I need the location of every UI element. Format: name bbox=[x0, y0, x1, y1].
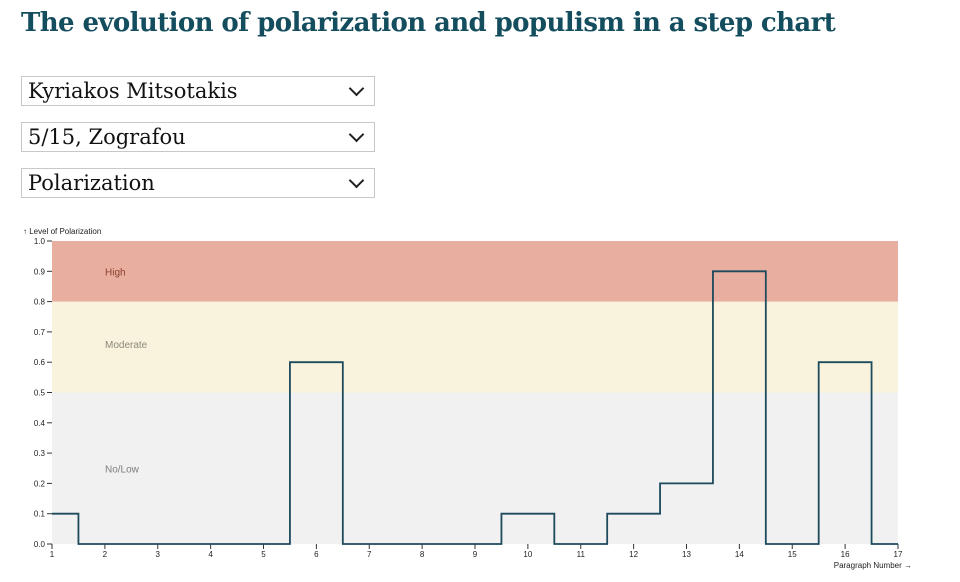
band-no-low bbox=[52, 392, 898, 544]
x-tick-label: 7 bbox=[367, 550, 372, 559]
y-tick-label: 0.6 bbox=[34, 358, 46, 367]
y-tick-label: 0.5 bbox=[34, 389, 46, 398]
metric-select[interactable]: Polarization bbox=[21, 168, 375, 198]
x-tick-label: 9 bbox=[473, 550, 478, 559]
page-title: The evolution of polarization and populi… bbox=[21, 8, 836, 38]
speech-select-value: 5/15, Zografou bbox=[28, 125, 186, 149]
x-tick-label: 6 bbox=[314, 550, 319, 559]
chevron-down-icon bbox=[348, 80, 365, 96]
x-tick-label: 12 bbox=[629, 550, 638, 559]
x-tick-label: 17 bbox=[894, 550, 903, 559]
y-tick-label: 0.4 bbox=[34, 419, 46, 428]
y-tick-label: 0.1 bbox=[34, 510, 46, 519]
y-tick-label: 0.9 bbox=[34, 267, 46, 276]
x-tick-label: 13 bbox=[682, 550, 691, 559]
x-tick-label: 8 bbox=[420, 550, 425, 559]
x-tick-label: 3 bbox=[156, 550, 161, 559]
y-tick-label: 0.0 bbox=[34, 540, 46, 549]
band-label: High bbox=[105, 267, 126, 278]
x-tick-label: 4 bbox=[208, 550, 213, 559]
x-tick-label: 10 bbox=[523, 550, 532, 559]
step-chart: No/Low Moderate High ↑ Level of Polarizatio… bbox=[23, 227, 912, 570]
y-tick-label: 1.0 bbox=[34, 237, 46, 246]
step-line bbox=[52, 270, 898, 545]
speaker-select-value: Kyriakos Mitsotakis bbox=[28, 79, 238, 103]
x-axis-label: Paragraph Number → bbox=[834, 561, 912, 570]
y-tick-label: 0.3 bbox=[34, 449, 46, 458]
band-moderate bbox=[52, 301, 898, 393]
speech-select[interactable]: 5/15, Zografou bbox=[21, 122, 375, 152]
y-axis-label: ↑ Level of Polarization bbox=[23, 227, 101, 236]
x-tick-label: 11 bbox=[577, 550, 586, 559]
band-label: No/Low bbox=[105, 464, 140, 475]
x-tick-label: 1 bbox=[50, 550, 55, 559]
y-tick-label: 0.7 bbox=[34, 328, 46, 337]
band-high bbox=[52, 241, 898, 302]
metric-select-value: Polarization bbox=[28, 171, 155, 195]
x-tick-label: 5 bbox=[261, 550, 266, 559]
y-tick-label: 0.8 bbox=[34, 298, 46, 307]
chevron-down-icon bbox=[348, 126, 365, 142]
x-tick-label: 14 bbox=[735, 550, 744, 559]
band-label: Moderate bbox=[105, 340, 148, 351]
y-tick-label: 0.2 bbox=[34, 479, 46, 488]
x-tick-label: 16 bbox=[841, 550, 850, 559]
speaker-select[interactable]: Kyriakos Mitsotakis bbox=[21, 76, 375, 106]
chevron-down-icon bbox=[348, 172, 365, 188]
x-tick-label: 15 bbox=[788, 550, 797, 559]
x-tick-label: 2 bbox=[103, 550, 108, 559]
